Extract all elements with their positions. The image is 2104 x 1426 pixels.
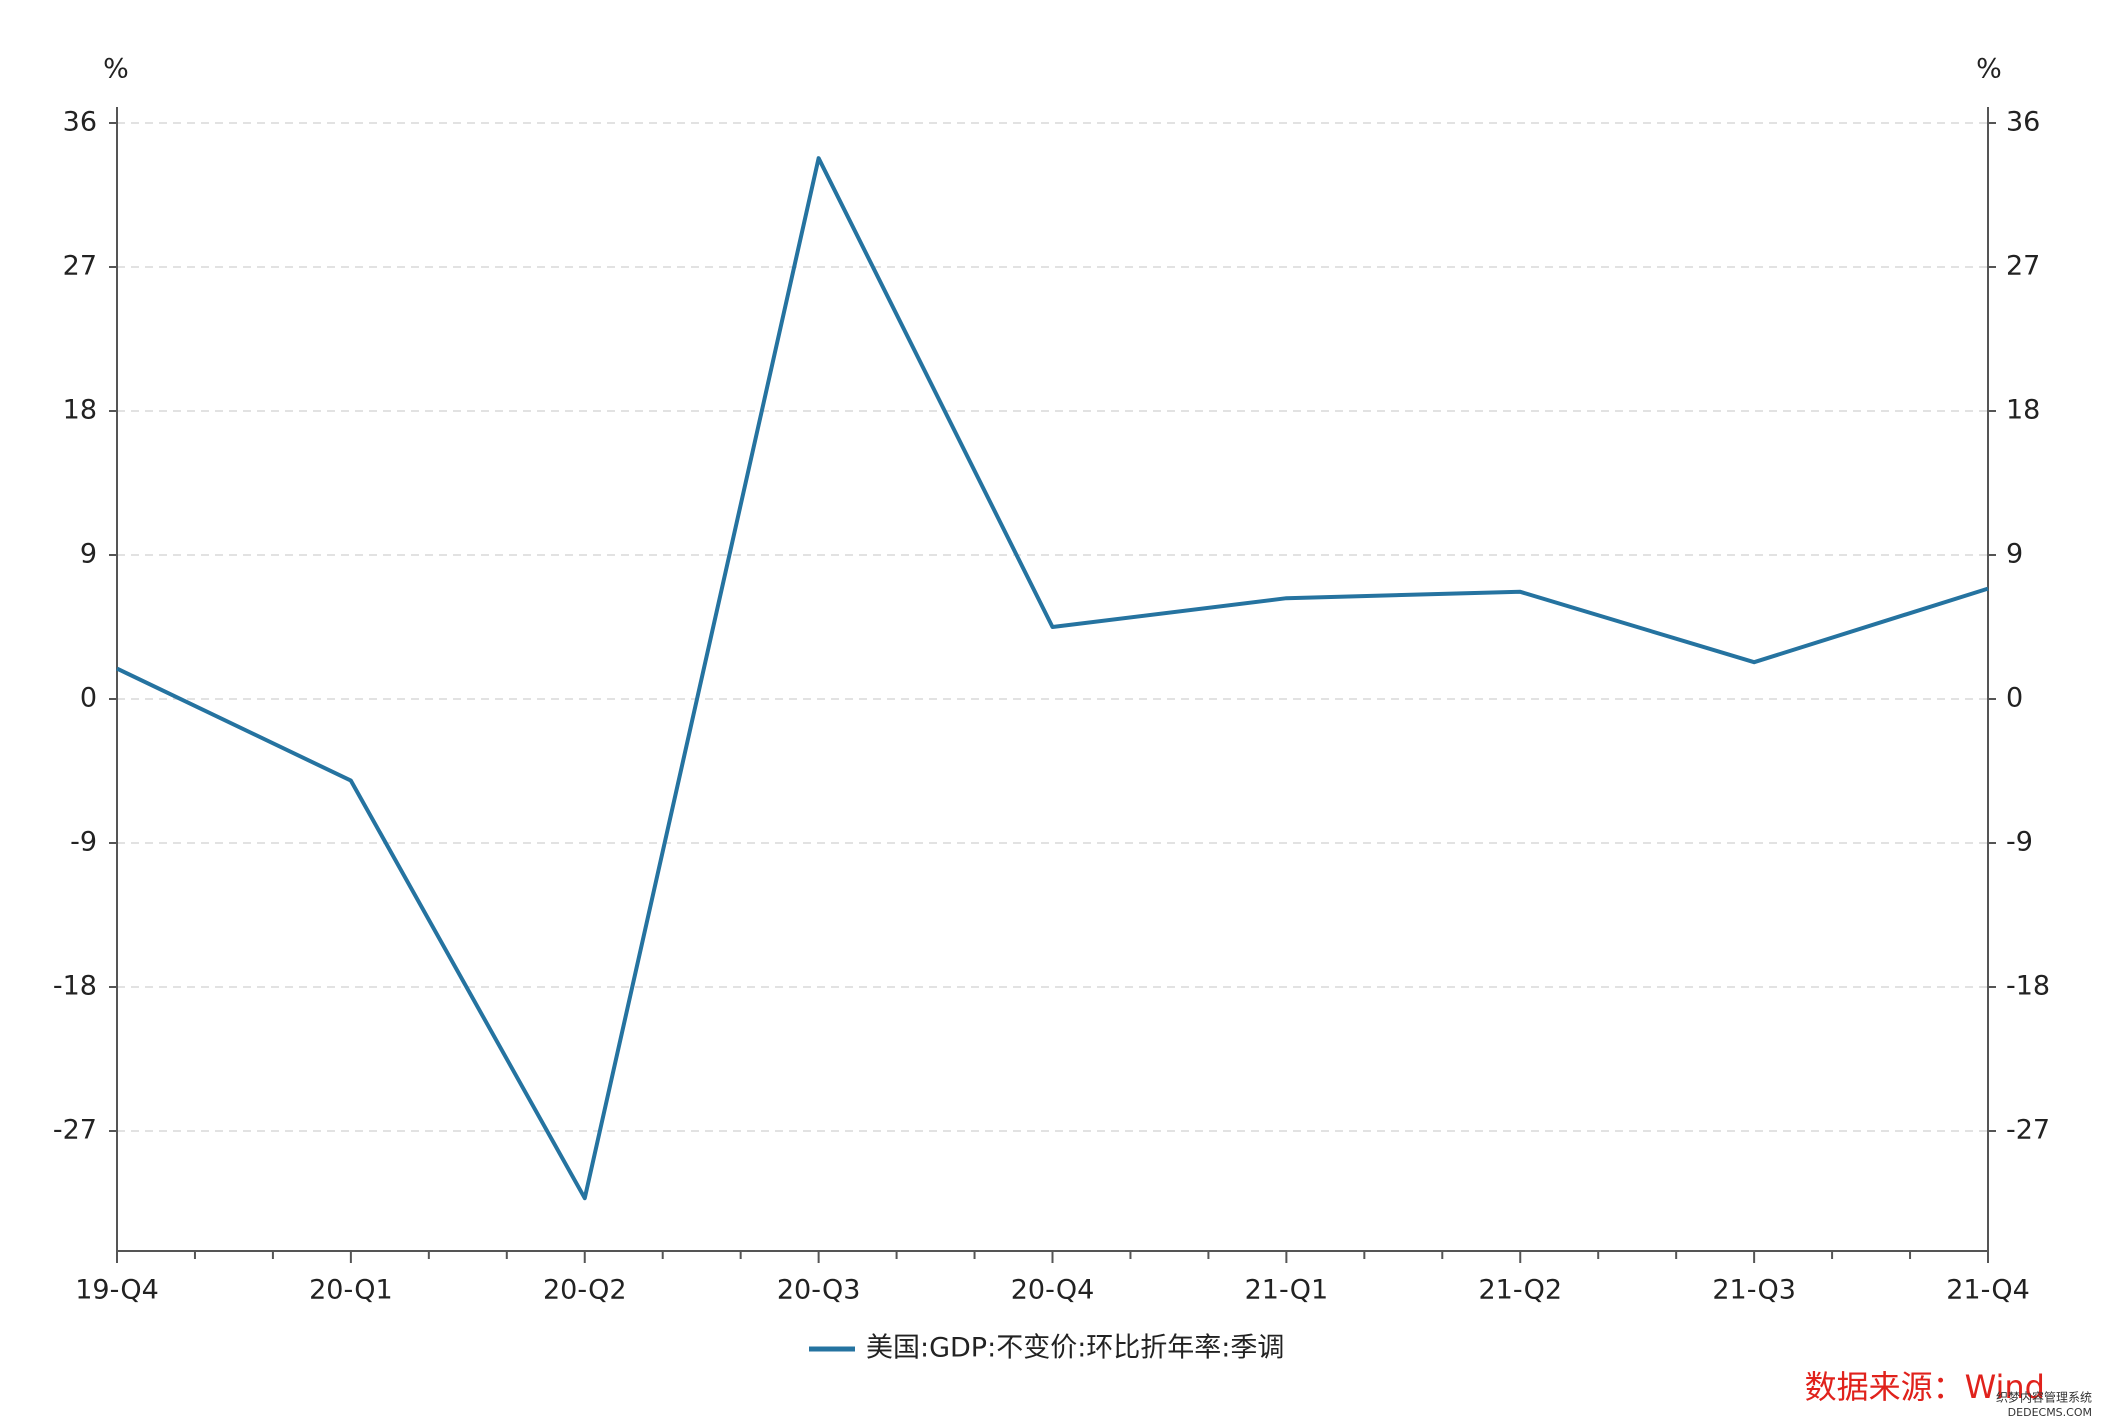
y2-tick-label: -18 — [2006, 971, 2050, 1002]
source: 数据来源：Wind — [1805, 1368, 2045, 1406]
y-tick-label: -27 — [53, 1115, 97, 1146]
y2-tick-label: -9 — [2006, 827, 2033, 858]
y2-tick-label: 36 — [2006, 107, 2040, 138]
data-line — [116, 156, 1989, 1201]
y-tick-label: 9 — [80, 539, 97, 570]
x-tick-label: 21-Q1 — [1245, 1275, 1329, 1306]
x-tick-label: 19-Q4 — [75, 1275, 159, 1306]
x-tick-label: 20-Q4 — [1011, 1275, 1095, 1306]
watermark-url: DEDECMS.COM — [2008, 1406, 2092, 1419]
y2-tick-label: 9 — [2006, 539, 2023, 570]
y-tick-label: 27 — [63, 251, 97, 282]
x-tick-label: 20-Q1 — [309, 1275, 393, 1306]
y-tick-label: 36 — [63, 107, 97, 138]
watermark: 织梦内容管理系统 — [1996, 1390, 2092, 1405]
x-tick-label: 21-Q4 — [1946, 1275, 2030, 1306]
y-tick-label: 0 — [80, 683, 97, 714]
x-tick-label: 21-Q3 — [1712, 1275, 1796, 1306]
y-unit: % — [103, 54, 129, 85]
y2-tick-label: 0 — [2006, 683, 2023, 714]
y-tick-label: -9 — [70, 827, 97, 858]
y2-tick-label: 18 — [2006, 395, 2040, 426]
y-tick-label: -18 — [53, 971, 97, 1002]
x-tick-label: 20-Q2 — [543, 1275, 627, 1306]
x-tick-label: 21-Q2 — [1478, 1275, 1562, 1306]
x-tick-label: 20-Q3 — [777, 1275, 861, 1306]
legend-label: 美国:GDP:不变价:环比折年率:季调 — [866, 1333, 1284, 1364]
y2-tick-label: -27 — [2006, 1115, 2050, 1146]
y-tick-label: 18 — [63, 395, 97, 426]
y2-unit: % — [1976, 54, 2002, 85]
y2-tick-label: 27 — [2006, 251, 2040, 282]
